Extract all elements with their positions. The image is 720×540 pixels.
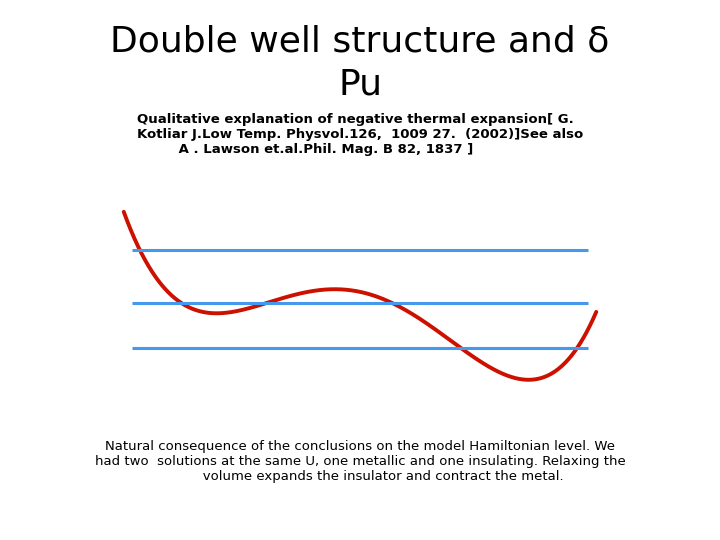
Text: Pu: Pu <box>338 68 382 102</box>
Text: Double well structure and δ: Double well structure and δ <box>110 24 610 58</box>
Text: Qualitative explanation of negative thermal expansion[ G.
Kotliar J.Low Temp. Ph: Qualitative explanation of negative ther… <box>137 113 583 157</box>
Text: Natural consequence of the conclusions on the model Hamiltonian level. We
had tw: Natural consequence of the conclusions o… <box>94 440 626 483</box>
